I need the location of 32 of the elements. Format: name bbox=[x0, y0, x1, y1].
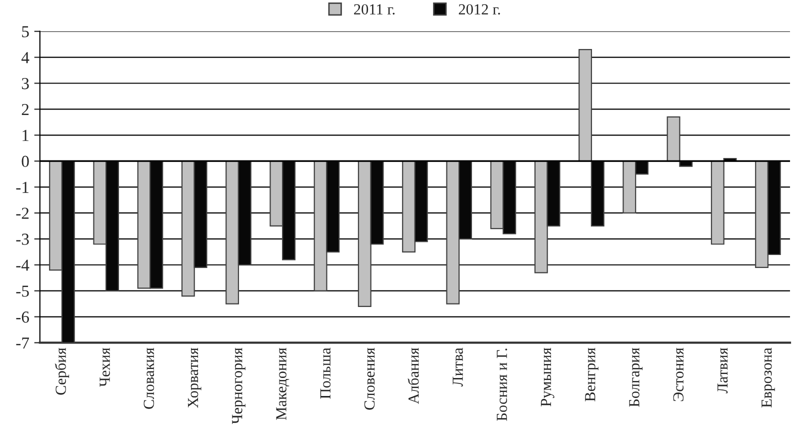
y-tick-label: -6 bbox=[16, 312, 29, 323]
x-tick-label: Черногория bbox=[232, 348, 246, 424]
y-tick-label: 0 bbox=[22, 156, 29, 168]
legend-label: 2011 г. bbox=[354, 4, 395, 15]
x-tick-label: Босния и Г. bbox=[496, 348, 508, 421]
x-tick-label: Хорватия bbox=[188, 348, 202, 408]
x-tick-label: Албания bbox=[408, 348, 419, 404]
x-tick-label: Латвия bbox=[718, 348, 728, 394]
x-tick-label: Еврозона bbox=[762, 348, 775, 408]
y-tick-label: 3 bbox=[22, 78, 29, 90]
x-tick-label: Словакия bbox=[144, 348, 154, 409]
x-tick-label: Чехия bbox=[100, 348, 110, 387]
x-tick-label: Македония bbox=[276, 348, 290, 420]
x-tick-label: Словения bbox=[364, 348, 375, 410]
y-tick-label: 4 bbox=[21, 52, 30, 64]
x-tick-label: Сербия bbox=[54, 348, 70, 395]
y-tick-label: -1 bbox=[16, 182, 28, 193]
y-tick-label: -2 bbox=[16, 208, 29, 219]
x-tick-label: Венгрия bbox=[585, 348, 598, 402]
y-tick-label: 2 bbox=[22, 104, 29, 115]
y-tick-label: -7 bbox=[16, 338, 30, 349]
x-tick-label: Эстония bbox=[673, 348, 684, 402]
y-tick-label: -5 bbox=[16, 286, 29, 297]
x-tick-label: Польша bbox=[320, 348, 331, 399]
legend-label: 2012 г. bbox=[458, 4, 500, 15]
x-tick-label: Болгария bbox=[629, 348, 643, 407]
y-tick-label: -3 bbox=[16, 234, 29, 245]
y-tick-label: -4 bbox=[16, 260, 30, 271]
y-tick-label: 1 bbox=[22, 130, 28, 141]
x-tick-label: Румыния bbox=[540, 348, 554, 406]
x-tick-label: Литва bbox=[452, 348, 463, 386]
y-tick-label: 5 bbox=[22, 26, 29, 38]
